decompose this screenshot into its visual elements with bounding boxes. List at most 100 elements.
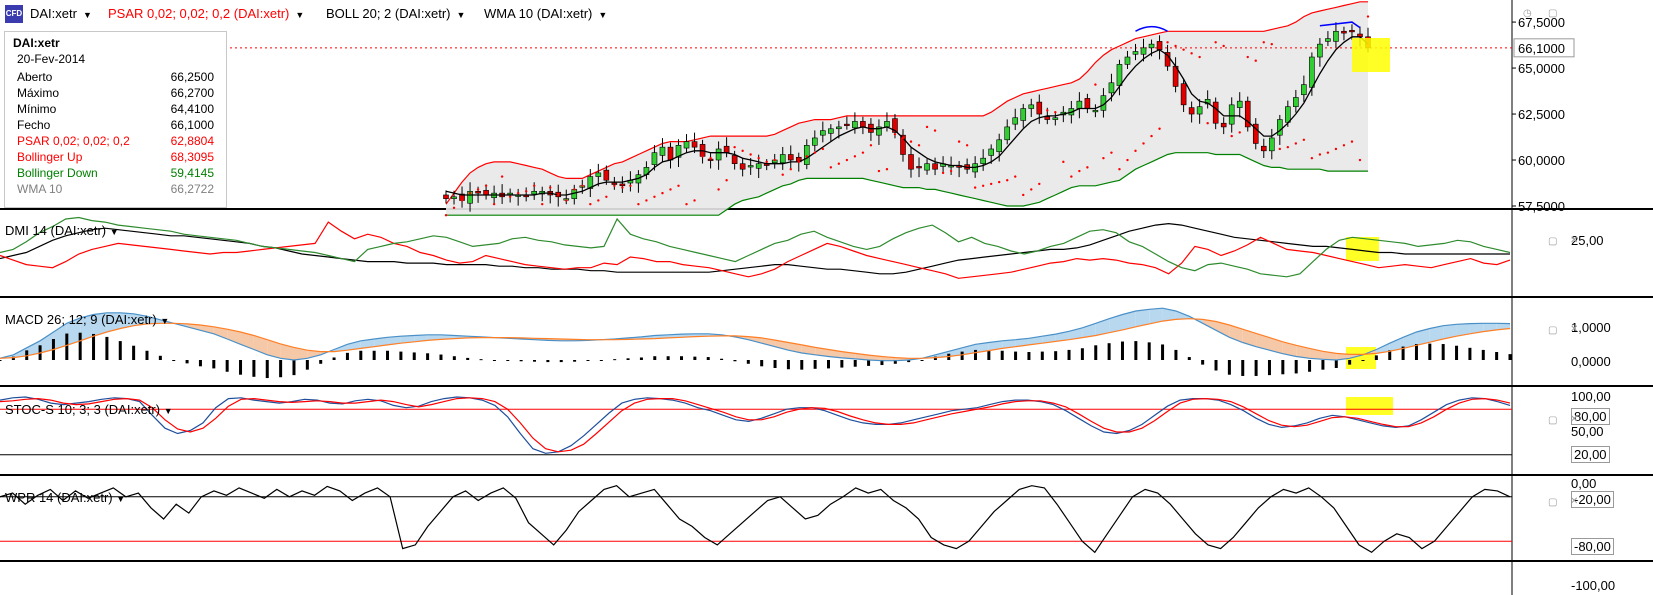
candle-body [1076, 100, 1083, 109]
psar-dot [605, 195, 608, 199]
macd-histogram-bar [1441, 344, 1445, 360]
indicator-line [0, 485, 1511, 554]
maximize-icon[interactable]: ▢ [1548, 8, 1558, 19]
psar-dot [1174, 44, 1177, 48]
psar-dot [1286, 145, 1290, 149]
macd-fill [1469, 323, 1484, 334]
macd-fill [1389, 337, 1404, 352]
macd-histogram-bar [1174, 349, 1178, 360]
psar-dot [1142, 142, 1145, 145]
caret-down-icon: ▼ [456, 10, 466, 20]
macd-histogram-bar [573, 360, 577, 362]
dmi-panel-label[interactable]: DMI 14 (DAI:xetr) ▼ [5, 223, 119, 238]
close-icon[interactable]: ✕ [1570, 496, 1579, 507]
close-icon[interactable]: ✕ [1570, 414, 1579, 425]
macd-histogram-bar [386, 350, 390, 360]
maximize-icon[interactable]: ▢ [1548, 325, 1558, 336]
macd-histogram-bar [546, 360, 550, 363]
macd-fill [1095, 318, 1110, 336]
macd-histogram-bar [1027, 352, 1031, 360]
macd-histogram-bar [466, 357, 470, 360]
candle-body [1277, 119, 1283, 136]
macd-tick: 0,0000 [1571, 354, 1611, 369]
maximize-icon[interactable]: ▢ [1548, 497, 1558, 508]
psar-dot [1198, 55, 1201, 59]
legend-date: 20-Fev-2014 [17, 52, 86, 66]
stoc-panel-label[interactable]: STOC-S 10; 3; 3 (DAI:xetr) ▼ [5, 402, 173, 417]
macd-histogram-bar [1281, 360, 1285, 375]
maximize-icon[interactable]: ▢ [1548, 415, 1558, 426]
macd-histogram-bar [826, 360, 830, 369]
psar-dot [893, 133, 897, 136]
macd-fill [227, 329, 241, 345]
candle-body [980, 157, 986, 164]
candle-body [723, 145, 730, 153]
candle-body [1140, 47, 1147, 55]
macd-histogram-bar [1120, 341, 1124, 360]
psar-dot [877, 169, 881, 173]
psar-dot [1302, 138, 1306, 141]
cfd-icon[interactable]: CFD [5, 5, 23, 23]
macd-panel-label[interactable]: MACD 26; 12; 9 (DAI:xetr) ▼ [5, 312, 169, 327]
price-tick-label: 65,0000 [1518, 61, 1565, 76]
boll-indicator-selector[interactable]: BOLL 20; 2 (DAI:xetr) ▼ [326, 6, 465, 21]
psar-dot [508, 195, 512, 199]
candle-body [739, 163, 746, 170]
legend-row: Máximo 66,2700 [17, 86, 218, 102]
psar-dot [845, 158, 849, 162]
macd-histogram-bar [1227, 360, 1231, 375]
psar-dot [1030, 188, 1033, 191]
candle-body [1124, 56, 1131, 65]
psar-dot [781, 173, 784, 176]
stoc-oversold-tag: 20,00 [1571, 446, 1610, 463]
close-icon[interactable]: ✕ [1570, 324, 1579, 335]
wma-indicator-selector[interactable]: WMA 10 (DAI:xetr) ▼ [484, 6, 607, 21]
candle-body [836, 126, 842, 130]
candle-body [1252, 123, 1259, 144]
highlight-box [1346, 397, 1393, 415]
wpr-panel-label[interactable]: WPR 14 (DAI:xetr) ▼ [5, 490, 125, 505]
macd-histogram-bar [586, 360, 590, 361]
psar-indicator-selector[interactable]: PSAR 0,02; 0,02; 0,2 (DAI:xetr) ▼ [108, 6, 304, 21]
candle-body [1244, 100, 1251, 128]
caret-down-icon: ▼ [295, 10, 305, 20]
candle-body [1228, 104, 1235, 125]
macd-histogram-bar [706, 357, 710, 360]
macd-histogram-bar [1455, 345, 1459, 360]
chart-toolbar: CFD DAI:xetr ▼ PSAR 0,02; 0,02; 0,2 (DAI:… [0, 0, 1500, 30]
close-icon[interactable]: ✕ [1570, 235, 1579, 246]
macd-histogram-bar [1134, 341, 1138, 360]
legend-row-value: 64,4100 [170, 102, 214, 116]
candle-body [1084, 98, 1091, 109]
psar-dot [821, 147, 825, 151]
candle-body [1004, 126, 1011, 141]
psar-dot [1062, 160, 1065, 164]
maximize-icon[interactable]: ▢ [1548, 236, 1558, 247]
legend-row: Mínimo 64,4100 [17, 102, 218, 118]
candle-body [916, 166, 922, 169]
macd-histogram-bar [332, 357, 336, 360]
candle-body [595, 172, 602, 177]
macd-fill [66, 318, 81, 346]
macd-histogram-bar [1495, 352, 1499, 360]
macd-histogram-bar [773, 360, 777, 368]
macd-histogram-bar [1334, 360, 1338, 368]
psar-dot [645, 199, 648, 202]
candle-body [876, 126, 882, 136]
candle-body [1285, 106, 1291, 123]
candle-body [1028, 104, 1035, 109]
candle-body [892, 118, 898, 133]
indicator-line [0, 221, 1511, 279]
psar-dot [1350, 140, 1354, 143]
symbol-selector[interactable]: DAI:xetr ▼ [30, 6, 92, 21]
psar-dot [1294, 142, 1298, 145]
macd-fill [200, 325, 214, 334]
macd-label-text: MACD 26; 12; 9 (DAI:xetr) [5, 312, 157, 327]
clock-icon[interactable]: ◷ [1523, 8, 1532, 19]
candle-body [811, 137, 818, 146]
psar-dot [621, 186, 624, 189]
macd-fill [1015, 338, 1029, 347]
psar-dot [1086, 166, 1089, 169]
macd-histogram-bar [145, 350, 149, 360]
